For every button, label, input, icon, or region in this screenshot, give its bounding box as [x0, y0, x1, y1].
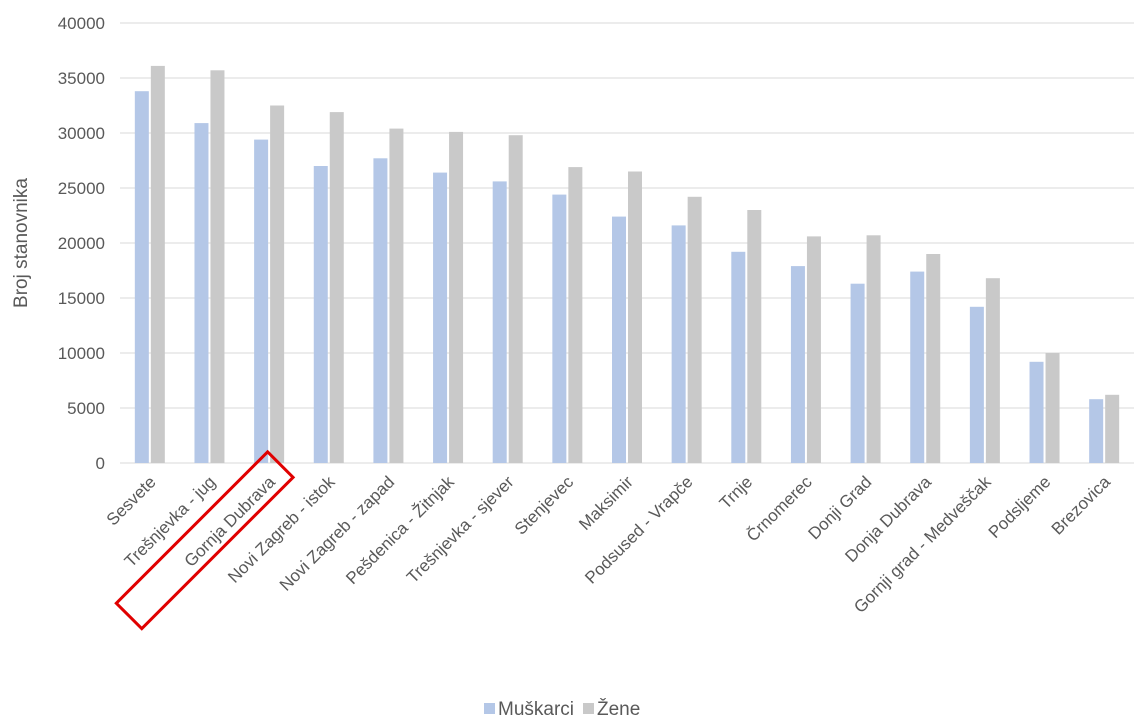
bar-zene-maksimir	[628, 171, 642, 463]
legend-swatch-muskarci	[484, 703, 495, 714]
x-tick-label-brezovica: Brezovica	[1048, 472, 1115, 539]
y-tick-label: 0	[96, 454, 105, 473]
y-tick-label: 40000	[58, 14, 105, 33]
x-tick-label-podsused-vrapce: Podsused - Vrapče	[581, 472, 696, 587]
bar-muskarci-podsused-vrapce	[671, 225, 686, 463]
gridlines	[120, 22, 1134, 464]
bar-zene-donja-dubrava	[926, 254, 941, 463]
legend-label-zene: Žene	[597, 698, 640, 720]
x-tick-label-podsljeme: Podsljeme	[985, 472, 1055, 542]
bar-zene-gornji-grad-medvescak	[985, 278, 1000, 463]
bar-zene-donji-grad	[866, 235, 881, 463]
bar-muskarci-gornji-grad-medvescak	[969, 306, 984, 463]
bar-zene-novi-zagreb-istok	[329, 112, 344, 463]
x-tick-label-crnomerec: Črnomerec	[743, 472, 816, 545]
y-tick-label: 35000	[58, 69, 105, 88]
bar-zene-trnje	[747, 210, 762, 463]
x-tick-label-stenjevec: Stenjevec	[511, 472, 578, 539]
legend-label-muskarci: Muškarci	[498, 699, 574, 720]
x-tick-label-novi-zagreb-zapad: Novi Zagreb - zapad	[276, 472, 398, 594]
bar-zene-novi-zagreb-zapad	[389, 128, 404, 463]
y-tick-label: 5000	[67, 399, 105, 418]
bar-zene-tresnjevka-sjever	[508, 135, 523, 463]
y-tick-label: 10000	[58, 344, 105, 363]
annotations	[114, 449, 296, 631]
bar-zene-podsused-vrapce	[687, 196, 702, 464]
bar-muskarci-pesdenica-zitnjak	[433, 172, 448, 463]
legend: Muškarci Žene	[484, 698, 640, 720]
bar-zene-podsljeme	[1045, 353, 1060, 463]
y-axis-tick-labels: 0 5000 10000 15000 20000 25000 30000 35000 40000	[58, 14, 105, 473]
bar-muskarci-sesvete	[134, 91, 149, 463]
bar-zene-tresnjevka-jug	[210, 70, 225, 464]
bar-muskarci-donja-dubrava	[910, 271, 925, 463]
bar-muskarci-gornja-dubrava	[254, 139, 269, 463]
bar-zene-stenjevec	[568, 167, 583, 463]
bar-muskarci-novi-zagreb-istok	[313, 166, 328, 463]
x-tick-label-pesdenica-zitnjak: Pešdenica - Žitnjak	[342, 472, 458, 588]
bar-zene-crnomerec	[806, 236, 821, 463]
highlight-box-gornja-dubrava	[114, 449, 296, 631]
bar-muskarci-crnomerec	[790, 266, 805, 463]
bar-muskarci-maksimir	[612, 216, 626, 463]
legend-swatch-zene	[583, 703, 594, 714]
bar-zene-brezovica	[1105, 394, 1120, 463]
x-tick-label-maksimir: Maksimir	[575, 472, 637, 534]
bar-muskarci-donji-grad	[850, 283, 865, 463]
y-tick-label: 20000	[58, 234, 105, 253]
x-tick-label-sesvete: Sesvete	[103, 472, 160, 529]
bar-zene-gornja-dubrava	[270, 105, 285, 463]
y-tick-label: 15000	[58, 289, 105, 308]
bar-muskarci-novi-zagreb-zapad	[373, 158, 388, 464]
y-tick-label: 30000	[58, 124, 105, 143]
bars	[134, 65, 1120, 464]
bar-zene-sesvete	[150, 65, 165, 464]
bar-muskarci-tresnjevka-sjever	[492, 181, 507, 463]
x-tick-label-tresnjevka-sjever: Trešnjevka - sjever	[403, 472, 518, 587]
bar-muskarci-brezovica	[1089, 399, 1104, 463]
y-axis-title: Broj stanovnika	[11, 178, 32, 308]
y-tick-label: 25000	[58, 179, 105, 198]
bar-muskarci-tresnjevka-jug	[194, 123, 209, 463]
bar-muskarci-podsljeme	[1029, 361, 1044, 463]
x-tick-label-trnje: Trnje	[716, 472, 756, 512]
bar-muskarci-stenjevec	[552, 194, 567, 463]
bar-zene-pesdenica-zitnjak	[449, 131, 464, 463]
bar-muskarci-trnje	[731, 251, 746, 463]
